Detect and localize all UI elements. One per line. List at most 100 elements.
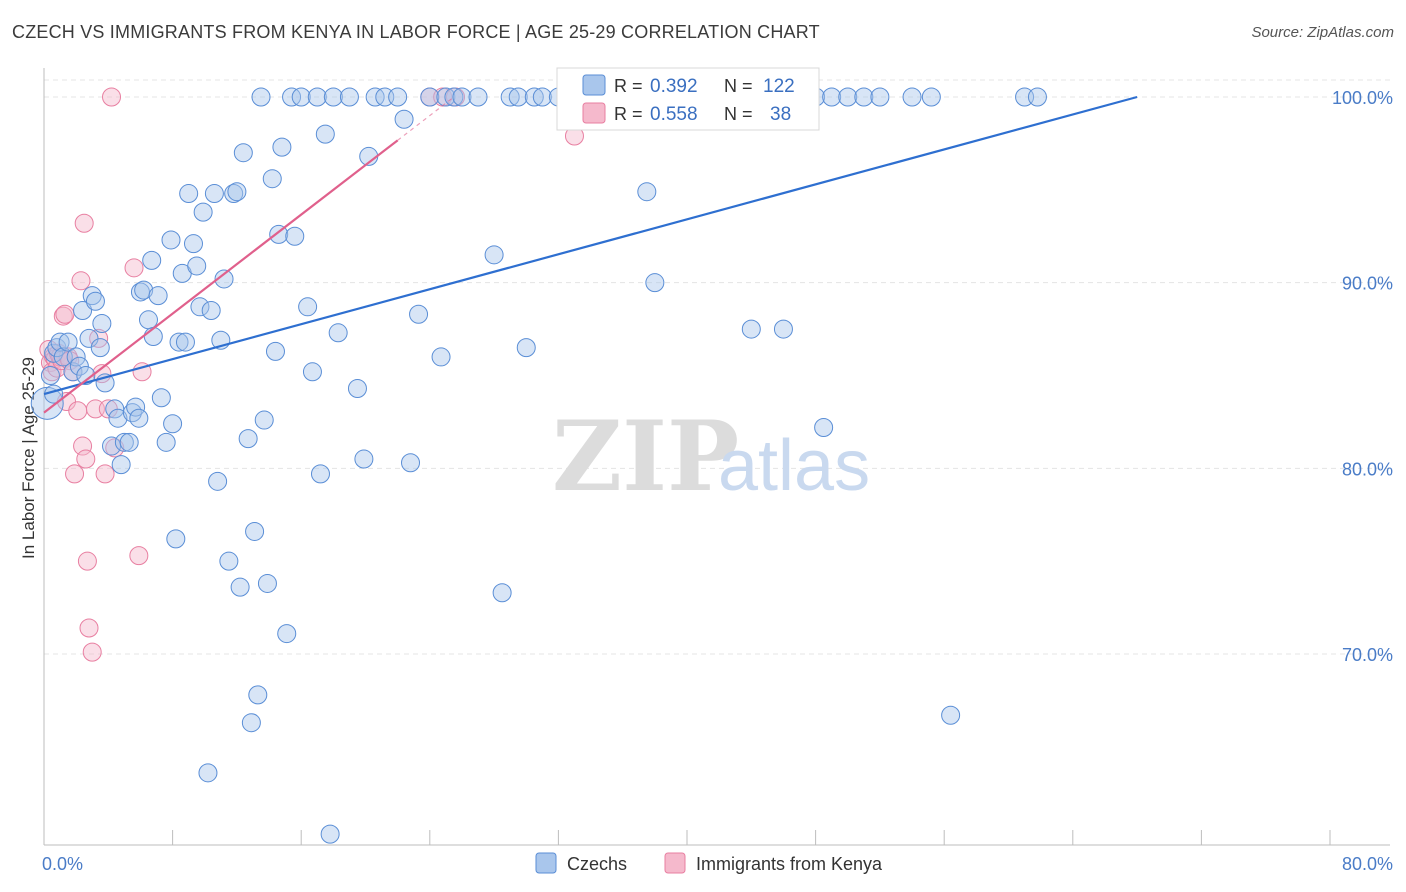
czechs-point-10 — [73, 301, 93, 321]
czechs-point-20 — [108, 408, 128, 428]
kenya-point-31 — [124, 258, 144, 278]
stats-legend: R = 0.392 N = 122 R = 0.558 N = 38 — [556, 67, 820, 131]
legend-swatch-czechs — [582, 74, 606, 96]
czechs-point-91 — [431, 347, 451, 367]
czechs-point-47 — [201, 301, 221, 321]
czechs-point-95 — [468, 87, 488, 107]
axes — [43, 68, 1390, 846]
czechs-point-64 — [262, 169, 282, 189]
czechs-point-75 — [310, 464, 330, 484]
czechs-point-81 — [347, 378, 367, 398]
czechs-point-58 — [241, 713, 261, 733]
kenya-point-30 — [105, 438, 125, 458]
czechs-point-69 — [282, 87, 302, 107]
kenya-point-15 — [65, 464, 85, 484]
czechs-point-130 — [1027, 87, 1047, 107]
czechs-point-93 — [444, 87, 464, 107]
watermark-zip: ZIP — [552, 400, 739, 513]
legend-czechs-r-label: R = — [614, 76, 643, 96]
czechs-point-53 — [224, 184, 244, 204]
czechs-point-126 — [902, 87, 922, 107]
czechs-point-77 — [320, 824, 340, 844]
czechs-point-31 — [143, 327, 163, 347]
czechs-point-4 — [50, 332, 70, 352]
czechs-point-80 — [339, 87, 359, 107]
kenya-point-27 — [95, 464, 115, 484]
czechs-point-92 — [436, 87, 456, 107]
czechs-point-49 — [208, 471, 228, 491]
czechs-point-87 — [394, 109, 414, 129]
czechs-point-96 — [484, 245, 504, 265]
legend-kenya-n-value: 38 — [770, 104, 791, 125]
czechs-point-1 — [40, 366, 60, 385]
czechs-point-16 — [92, 314, 112, 334]
czechs-point-89 — [409, 304, 429, 324]
czechs-point-2 — [44, 343, 64, 363]
czechs-point-86 — [388, 87, 408, 107]
legend-czechs-r-value: 0.392 — [650, 76, 698, 97]
czechs-point-121 — [814, 417, 834, 437]
kenya-point-16 — [68, 401, 88, 421]
czechs-point-38 — [169, 332, 189, 352]
czechs-point-34 — [156, 432, 176, 452]
czechs-point-36 — [163, 414, 183, 434]
czechs-point-70 — [285, 226, 305, 246]
legend-swatch-kenya — [582, 102, 606, 124]
bottom-legend-swatch-czechs[interactable] — [535, 852, 557, 874]
czechs-point-71 — [291, 87, 311, 107]
czechs-point-124 — [854, 87, 874, 107]
bottom-legend-swatch-kenya[interactable] — [664, 852, 686, 874]
czechs-point-98 — [500, 87, 520, 107]
czechs-point-32 — [148, 286, 168, 306]
bottom-legend[interactable]: Czechs Immigrants from Kenya — [535, 852, 883, 874]
czechs-point-78 — [323, 87, 343, 107]
czechs-point-88 — [401, 453, 421, 473]
czechs-point-25 — [126, 397, 146, 417]
czechs-point-12 — [79, 328, 99, 348]
legend-kenya-r-label: R = — [614, 104, 643, 124]
legend-kenya-r-value: 0.558 — [650, 104, 698, 125]
kenya-trend-line-extension — [397, 96, 455, 141]
bottom-legend-kenya[interactable]: Immigrants from Kenya — [696, 854, 883, 874]
kenya-point-20 — [76, 449, 96, 469]
czechs-point-48 — [204, 184, 224, 204]
czechs-point-43 — [187, 256, 207, 276]
czechs-point-13 — [82, 286, 102, 306]
czechs-point-59 — [245, 521, 265, 541]
bottom-legend-czechs[interactable]: Czechs — [567, 854, 627, 874]
chart-title: CZECH VS IMMIGRANTS FROM KENYA IN LABOR … — [12, 22, 820, 42]
y-axis-label: In Labor Force | Age 25-29 — [19, 357, 38, 559]
grid-lines — [44, 79, 1390, 655]
czechs-point-90 — [420, 87, 440, 107]
czechs-point-3 — [47, 338, 67, 358]
czechs-point-33 — [151, 388, 171, 408]
czechs-point-40 — [175, 332, 195, 352]
series-czechs-points — [30, 87, 1047, 844]
kenya-point-19 — [74, 213, 94, 233]
czechs-point-46 — [198, 763, 218, 783]
czechs-point-14 — [85, 291, 105, 311]
czechs-point-21 — [111, 455, 131, 475]
czechs-point-74 — [307, 87, 327, 107]
y-tick-label-70: 70.0% — [1342, 645, 1393, 665]
czechs-point-23 — [119, 432, 139, 452]
y-tick-labels: 100.0% 90.0% 80.0% 70.0% — [1332, 88, 1393, 665]
czechs-point-82 — [354, 449, 374, 469]
czechs-point-109 — [637, 182, 657, 202]
czechs-point-72 — [298, 297, 318, 317]
watermark-atlas: atlas — [718, 426, 870, 506]
czechs-point-125 — [870, 87, 890, 107]
trend-lines — [43, 95, 1138, 414]
kenya-point-21 — [77, 551, 97, 571]
czechs-point-61 — [251, 87, 271, 107]
czechs-point-73 — [302, 362, 322, 382]
watermark: ZIP atlas — [552, 400, 870, 513]
czechs-point-28 — [134, 280, 154, 300]
kenya-point-23 — [82, 642, 102, 662]
czechs-point-6 — [58, 332, 78, 352]
czechs-point-97 — [492, 583, 512, 603]
kenya-point-17 — [71, 271, 91, 291]
czechs-point-76 — [315, 124, 335, 144]
y-tick-label-90: 90.0% — [1342, 274, 1393, 294]
